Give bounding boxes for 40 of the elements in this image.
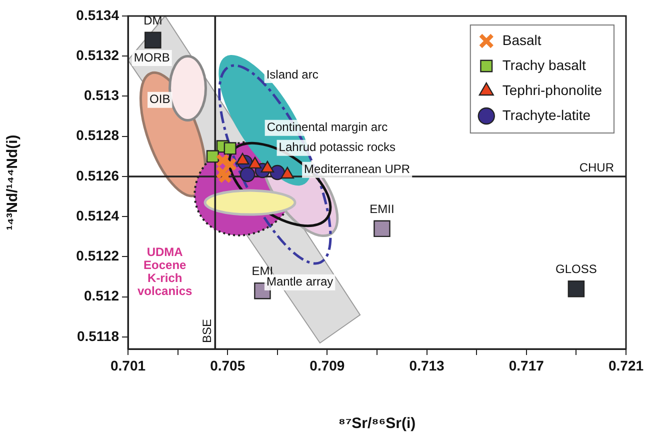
x-tick-label: 0.701 xyxy=(110,357,146,374)
legend-label: Trachy basalt xyxy=(502,56,586,73)
legend-label: Basalt xyxy=(502,32,542,48)
legend-label: Trachyte-latite xyxy=(502,106,591,123)
x-axis-title: ⁸⁷Sr/⁸⁶Sr(i) xyxy=(338,415,416,432)
x-tick-label: 0.713 xyxy=(409,357,445,374)
y-tick-label: 0.5118 xyxy=(76,328,120,344)
annotation: OIB xyxy=(150,92,170,106)
point xyxy=(374,220,390,238)
annotation: UDMA Eocene K-rich volcanics xyxy=(138,245,193,298)
y-tick-label: 0.513 xyxy=(84,87,120,104)
y-tick-label: 0.5128 xyxy=(76,127,120,144)
annotation: GLOSS xyxy=(556,262,597,276)
annotation: Mantle array xyxy=(266,274,334,289)
y-axis-title: ¹⁴³Nd/¹⁴⁴Nd(i) xyxy=(4,134,22,230)
annotation: DM xyxy=(144,13,162,28)
x-tick-label: 0.709 xyxy=(310,357,345,374)
y-tick-label: 0.5132 xyxy=(76,46,120,63)
y-tick-label: 0.512 xyxy=(84,288,120,304)
y-tick-label: 0.5126 xyxy=(76,167,120,184)
y-tick-label: 0.5122 xyxy=(76,248,120,264)
legend-label: Tephri-phonolite xyxy=(502,82,602,98)
annotation: Continental margin arc xyxy=(266,120,388,134)
point xyxy=(240,166,256,182)
y-tick-label: 0.5134 xyxy=(76,6,120,23)
ref-line-label: CHUR xyxy=(579,160,614,174)
point xyxy=(224,142,236,155)
point xyxy=(206,150,219,163)
annotation: MORB xyxy=(134,50,170,64)
annotation: EMII xyxy=(370,202,394,216)
annotation: Island arc xyxy=(266,67,318,82)
point xyxy=(568,280,585,298)
y-tick-label: 0.5124 xyxy=(76,207,120,224)
x-tick-label: 0.705 xyxy=(210,357,246,374)
annotation: Mediterranean UPR xyxy=(304,162,410,176)
x-tick-label: 0.721 xyxy=(608,357,644,374)
point xyxy=(144,32,162,48)
ref-line-label: BSE xyxy=(200,318,214,343)
annotation: Lahrud potassic rocks xyxy=(278,140,396,154)
x-tick-label: 0.717 xyxy=(508,357,544,374)
